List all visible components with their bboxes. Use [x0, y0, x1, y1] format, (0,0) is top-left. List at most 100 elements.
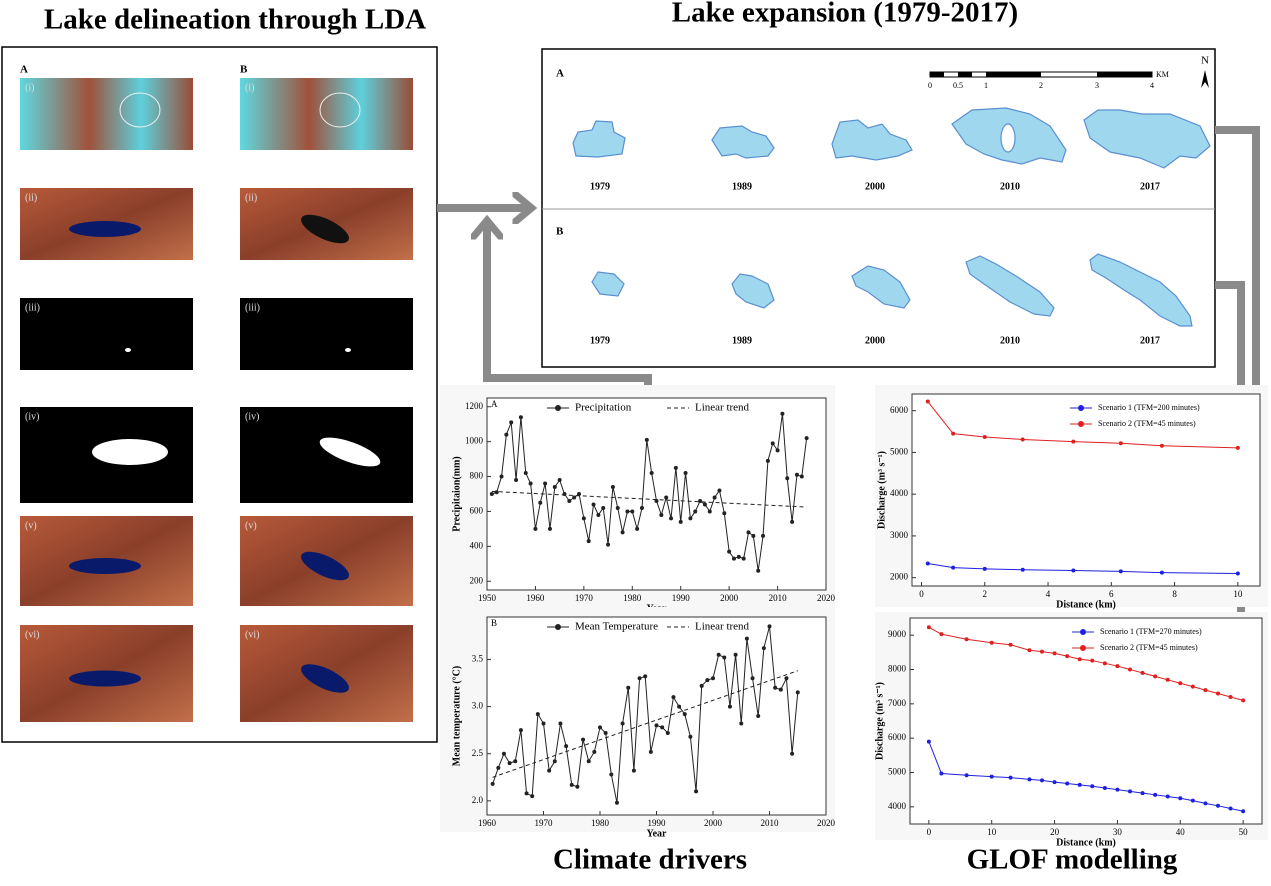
data-point — [784, 676, 789, 681]
data-point — [591, 502, 596, 507]
highlight-circle — [119, 92, 161, 128]
data-point — [1128, 789, 1132, 794]
row-label: (iv) — [25, 411, 39, 422]
year-label: 2010 — [1000, 335, 1020, 346]
data-point — [598, 725, 602, 730]
data-point — [673, 465, 678, 470]
x-tick-label: 10 — [1233, 589, 1243, 599]
data-point — [504, 432, 509, 437]
satellite-image — [240, 298, 413, 370]
lake — [345, 348, 351, 352]
data-point — [1020, 567, 1025, 572]
x-tick-label: 1960 — [526, 593, 545, 603]
data-point — [1190, 684, 1195, 689]
data-point — [543, 481, 548, 486]
data-point — [702, 502, 707, 507]
data-point — [620, 721, 625, 726]
data-point — [654, 723, 659, 728]
data-point — [989, 640, 994, 645]
legend-label: Linear trend — [695, 621, 750, 633]
data-point — [625, 509, 630, 514]
x-tick-label: 1960 — [478, 818, 497, 828]
lake — [69, 221, 141, 237]
data-point — [592, 749, 597, 754]
scale-label: 2 — [1039, 81, 1043, 90]
x-tick-label: 4 — [1046, 589, 1051, 599]
data-point — [569, 782, 574, 787]
data-point — [615, 505, 620, 510]
data-point — [926, 739, 931, 744]
lake — [1083, 109, 1211, 169]
data-point — [558, 721, 563, 726]
data-point — [509, 420, 514, 425]
x-tick-label: 1970 — [535, 818, 554, 828]
data-point — [1102, 785, 1107, 790]
lake-outlines — [572, 107, 1211, 327]
y-tick-label: 8000 — [888, 664, 907, 674]
x-tick-label: 0 — [919, 589, 924, 599]
legend-label: Mean Temperature — [575, 621, 658, 633]
data-point — [682, 712, 687, 717]
y-axis-label: Mean temperature (°C) — [451, 666, 462, 766]
year-label: 2017 — [1140, 335, 1160, 346]
y-tick-label: 2000 — [890, 572, 909, 582]
x-tick-label: 1990 — [672, 593, 691, 603]
data-point — [785, 476, 790, 481]
data-point — [1090, 658, 1095, 663]
data-point — [1235, 571, 1240, 576]
data-point — [596, 512, 601, 517]
data-point — [626, 685, 631, 690]
lake — [831, 119, 913, 161]
lake — [69, 670, 141, 687]
data-point — [564, 744, 569, 749]
data-point — [541, 721, 546, 726]
data-point — [765, 458, 770, 463]
scale-label: 4 — [1150, 81, 1154, 90]
data-point — [790, 751, 795, 756]
lake — [319, 437, 381, 467]
data-point — [1020, 437, 1025, 442]
data-point — [1140, 791, 1145, 796]
legend-marker — [1078, 421, 1084, 427]
data-point — [1052, 780, 1057, 785]
y-axis-label: Discharge (m³ s⁻¹) — [874, 682, 885, 760]
expansion-box — [541, 48, 1216, 368]
x-tick-label: 10 — [987, 827, 997, 837]
data-point — [799, 474, 804, 479]
lake — [125, 348, 131, 352]
legend-label: Scenario 2 (TFM=45 minutes) — [1098, 419, 1196, 428]
data-point — [767, 624, 772, 629]
data-point — [586, 759, 591, 764]
row-label: (i) — [245, 82, 254, 93]
lake — [301, 664, 349, 693]
series-line — [491, 490, 807, 508]
data-point — [741, 556, 746, 561]
row-label: B — [556, 226, 564, 238]
row-label: (vi) — [25, 629, 39, 640]
data-point — [637, 676, 642, 681]
legend-marker — [555, 624, 561, 630]
scale-segment — [1097, 72, 1152, 77]
data-point — [778, 687, 783, 692]
data-point — [528, 481, 533, 486]
y-tick-label: 400 — [470, 540, 484, 550]
data-point — [688, 516, 693, 521]
data-point — [614, 800, 619, 805]
lake — [965, 255, 1055, 317]
x-axis-label: Year — [647, 828, 668, 839]
y-tick-label: 9000 — [888, 629, 907, 639]
y-tick-label: 6000 — [888, 732, 907, 742]
legend-marker — [1078, 405, 1084, 411]
data-point — [795, 690, 800, 695]
data-point — [756, 568, 761, 573]
data-point — [1008, 642, 1013, 647]
legend-marker — [1080, 645, 1086, 651]
y-axis-label: Discharge (m³ s⁻¹) — [876, 451, 887, 529]
data-point — [518, 415, 523, 420]
year-label: 1989 — [732, 335, 752, 346]
y-tick-label: 5000 — [888, 767, 907, 777]
x-tick-label: 1970 — [575, 593, 594, 603]
satellite-image — [20, 298, 193, 370]
data-point — [1118, 569, 1123, 574]
